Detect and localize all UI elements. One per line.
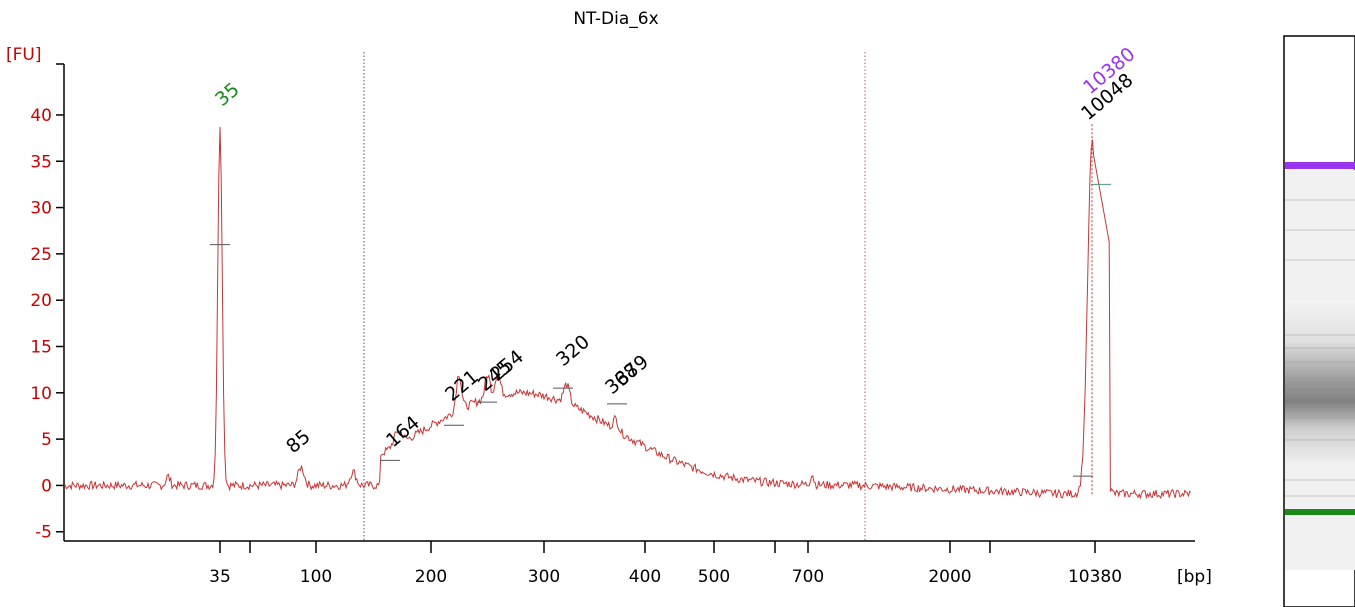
gel-lane-image <box>1283 35 1355 607</box>
y-tick-label: 5 <box>41 430 52 450</box>
y-tick-label: 25 <box>30 245 52 265</box>
y-tick-label: 30 <box>30 199 52 219</box>
upper-marker-band <box>1285 162 1355 169</box>
y-tick-label: -5 <box>35 523 52 543</box>
x-axis-label: [bp] <box>1177 567 1212 587</box>
y-tick-label: 15 <box>30 337 52 357</box>
peak-label-320: 320 <box>552 331 594 371</box>
x-tick-label: 100 <box>300 567 332 587</box>
x-tick-label: 700 <box>792 567 824 587</box>
lower-marker-band <box>1285 509 1355 515</box>
y-tick-label: 0 <box>41 476 52 496</box>
gel-smear <box>1285 300 1355 465</box>
plot-area: -5 0 5 10 15 20 25 30 35 40 35 100 200 300 400 500 700 2… <box>30 43 1195 587</box>
x-tick-label: 400 <box>629 567 661 587</box>
chart-title: NT-Dia_6x <box>573 9 658 29</box>
x-tick-label: 2000 <box>928 567 971 587</box>
trace-line <box>63 126 1192 500</box>
peak-label-164: 164 <box>382 412 424 452</box>
peak-label-35: 35 <box>211 78 244 110</box>
x-axis: 35 100 200 300 400 500 700 2000 10380 <box>64 540 1195 587</box>
y-tick-label: 10 <box>30 384 52 404</box>
x-tick-label: 35 <box>209 567 231 587</box>
y-axis: -5 0 5 10 15 20 25 30 35 40 <box>30 63 65 543</box>
peak-label-221: 221 <box>441 366 483 406</box>
x-tick-label: 200 <box>415 567 447 587</box>
x-tick-label: 300 <box>528 567 560 587</box>
y-tick-label: 20 <box>30 291 52 311</box>
x-tick-label: 10380 <box>1068 567 1122 587</box>
region-markers <box>363 52 866 541</box>
peak-label-85: 85 <box>282 425 315 457</box>
x-tick-label: 500 <box>698 567 730 587</box>
trace-group <box>63 124 1192 500</box>
y-axis-label: [FU] <box>6 45 42 65</box>
y-tick-label: 35 <box>30 152 52 172</box>
y-tick-label: 40 <box>30 106 52 126</box>
